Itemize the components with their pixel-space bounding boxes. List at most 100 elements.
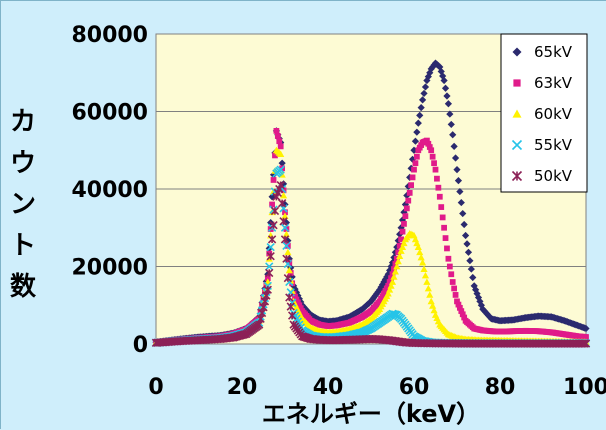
legend-label: 60kV: [534, 105, 573, 123]
data-point: [266, 252, 275, 261]
legend-label: 50kV: [534, 167, 573, 185]
data-point: [461, 314, 468, 321]
legend-entry: 55kV: [511, 136, 573, 154]
data-point: [263, 285, 272, 294]
data-point: [296, 302, 303, 309]
data-point: [256, 314, 265, 323]
data-point: [398, 243, 407, 251]
data-point: [277, 150, 285, 158]
data-point: [408, 182, 415, 189]
data-point: [444, 100, 452, 108]
legend-marker: [511, 139, 523, 151]
data-point: [417, 104, 425, 112]
data-point: [297, 305, 304, 312]
data-point: [403, 205, 410, 212]
data-point: [420, 265, 428, 272]
data-point: [284, 248, 292, 256]
data-point: [292, 293, 298, 300]
legend-marker: [511, 170, 523, 182]
data-point: [423, 76, 431, 85]
data-point: [426, 291, 434, 298]
y-tick-label: 80000: [71, 23, 148, 48]
data-point: [455, 301, 462, 308]
data-point: [273, 127, 280, 134]
data-point: [426, 144, 433, 150]
data-point: [283, 273, 293, 283]
data-point: [414, 119, 422, 127]
data-point: [266, 250, 273, 257]
data-point: [454, 298, 460, 305]
data-point: [394, 257, 402, 265]
data-point: [420, 89, 428, 98]
data-point: [411, 137, 420, 145]
data-point: [462, 231, 470, 240]
data-point: [279, 217, 288, 226]
data-point: [429, 302, 437, 309]
data-point: [396, 242, 403, 249]
data-point: [280, 223, 290, 232]
data-point: [419, 259, 427, 266]
data-point: [427, 297, 435, 305]
data-point: [285, 293, 294, 302]
data-point: [417, 253, 425, 261]
data-point: [409, 174, 416, 181]
data-point: [424, 73, 432, 81]
data-point: [282, 209, 288, 216]
data-point: [280, 235, 290, 244]
data-point: [456, 187, 464, 196]
data-point: [284, 237, 292, 245]
data-point: [454, 177, 463, 185]
data-point: [448, 271, 455, 278]
data-point: [390, 273, 398, 280]
data-point: [416, 111, 424, 119]
data-point: [440, 76, 448, 85]
data-point: [449, 279, 456, 285]
data-point: [457, 198, 465, 207]
data-point: [400, 239, 408, 247]
y-tick-labels: 0 20000 40000 60000 80000: [71, 23, 148, 358]
data-point: [267, 235, 277, 244]
data-point: [295, 299, 301, 306]
data-point: [459, 209, 467, 218]
data-point: [441, 84, 450, 92]
data-point: [285, 266, 293, 274]
data-point: [449, 131, 457, 139]
series-50kV: [151, 180, 591, 348]
data-point: [265, 262, 274, 271]
data-point: [425, 140, 432, 147]
data-point: [388, 278, 397, 285]
x-tick-label: 80: [485, 375, 516, 400]
x-tick-label: 20: [227, 375, 258, 400]
data-point: [413, 153, 420, 160]
data-point: [264, 275, 271, 282]
data-point: [266, 242, 275, 252]
data-point: [286, 302, 295, 311]
data-point: [443, 92, 451, 100]
data-point: [439, 214, 446, 221]
x-tick-label: 0: [148, 375, 163, 400]
data-point: [459, 311, 466, 318]
data-point: [388, 275, 394, 282]
data-point: [270, 206, 280, 216]
y-axis-label-char: カ: [10, 107, 36, 137]
data-point: [282, 254, 291, 263]
data-point: [424, 137, 430, 144]
data-point: [259, 303, 268, 312]
legend: 65kV 63kV 60kV 55kV 50kV: [500, 33, 588, 193]
data-point: [424, 284, 432, 292]
y-axis-label-char: ト: [10, 231, 36, 261]
data-point: [432, 166, 439, 173]
data-point: [452, 292, 459, 298]
data-point: [469, 273, 477, 282]
data-point: [429, 153, 436, 160]
data-point: [386, 279, 393, 285]
y-tick-label: 60000: [71, 101, 148, 126]
data-point: [398, 236, 404, 243]
data-point: [276, 138, 283, 145]
data-point: [416, 248, 424, 256]
data-point: [451, 154, 460, 162]
data-point: [279, 191, 288, 199]
data-point: [581, 339, 591, 348]
data-point: [453, 166, 461, 174]
data-point: [274, 133, 281, 139]
